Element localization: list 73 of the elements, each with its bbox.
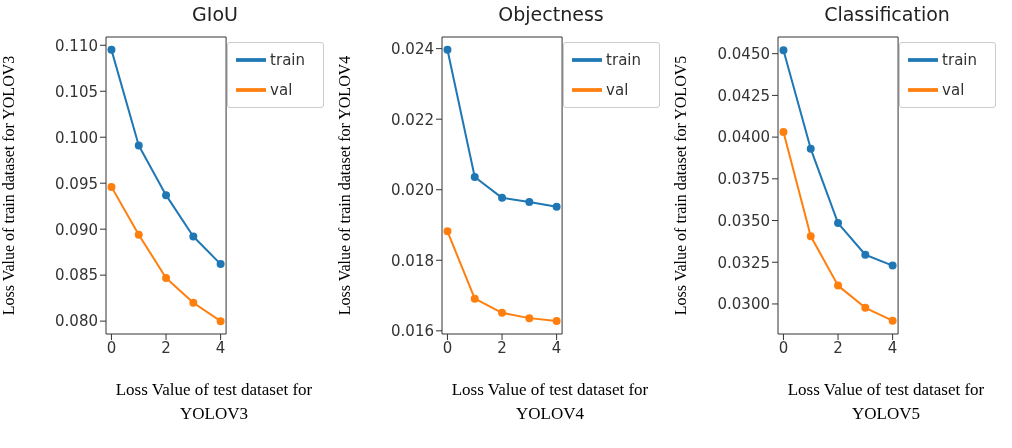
y-tick-label: 0.022 <box>391 110 434 129</box>
point <box>861 303 870 312</box>
point <box>779 46 788 55</box>
point <box>552 202 561 211</box>
point <box>470 173 479 182</box>
point <box>107 182 116 191</box>
x-axis-title: Loss Value of test dataset for YOLOV5 <box>786 379 986 425</box>
x-tick-label: 4 <box>887 338 898 357</box>
point <box>216 317 225 326</box>
y-tick-label: 0.085 <box>55 266 98 285</box>
chart-title: Objectness <box>497 2 605 27</box>
point <box>162 273 171 282</box>
x-tick-label: 2 <box>833 338 843 357</box>
point <box>498 193 507 202</box>
point <box>779 128 788 137</box>
point <box>861 250 870 259</box>
point <box>888 316 897 325</box>
point <box>806 232 815 241</box>
point <box>107 45 116 54</box>
point <box>162 191 171 200</box>
point <box>134 141 143 150</box>
x-tick-label: 4 <box>215 338 226 357</box>
legend-label: val <box>606 80 629 99</box>
legend-label: train <box>942 50 977 69</box>
point <box>525 198 534 207</box>
y-tick-label: 0.0300 <box>717 295 770 314</box>
y-tick-label: 0.016 <box>391 322 434 341</box>
x-tick-label: 2 <box>497 338 507 357</box>
point <box>525 314 534 323</box>
y-tick-label: 0.100 <box>55 128 98 147</box>
legend-label: train <box>270 50 305 69</box>
point <box>134 230 143 239</box>
x-tick-label: 0 <box>778 338 789 357</box>
y-tick-label: 0.0425 <box>717 86 770 105</box>
y-tick-label: 0.0350 <box>717 211 770 230</box>
y-tick-label: 0.095 <box>55 174 98 193</box>
y-tick-label: 0.105 <box>55 82 98 101</box>
y-tick-label: 0.110 <box>55 36 98 55</box>
y-tick-label: 0.090 <box>55 220 98 239</box>
point <box>498 308 507 317</box>
point <box>834 281 843 290</box>
point <box>834 219 843 228</box>
y-tick-label: 0.020 <box>391 181 434 200</box>
x-tick-label: 4 <box>551 338 562 357</box>
point <box>189 232 198 241</box>
y-axis-title: Loss Value of train dataset for YOLOV5 <box>671 55 689 316</box>
y-axis-title: Loss Value of train dataset for YOLOV3 <box>0 55 17 316</box>
x-tick-label: 2 <box>161 338 171 357</box>
point <box>189 298 198 307</box>
point <box>216 260 225 269</box>
y-tick-label: 0.0400 <box>717 128 770 147</box>
point <box>552 316 561 325</box>
x-tick-label: 0 <box>442 338 453 357</box>
legend-label: val <box>942 80 965 99</box>
legend-label: val <box>270 80 293 99</box>
x-axis-title: Loss Value of test dataset for YOLOV3 <box>114 379 314 425</box>
point <box>806 144 815 153</box>
point <box>470 294 479 303</box>
y-tick-label: 0.0450 <box>717 45 770 64</box>
chart-title: GIoU <box>191 2 239 27</box>
chart-title: Classification <box>823 2 951 27</box>
x-axis-title: Loss Value of test dataset for YOLOV4 <box>450 379 650 425</box>
y-tick-label: 0.0325 <box>717 253 770 272</box>
point <box>443 45 452 54</box>
y-tick-label: 0.080 <box>55 312 98 331</box>
legend-label: train <box>606 50 641 69</box>
y-tick-label: 0.018 <box>391 251 434 270</box>
x-tick-label: 0 <box>106 338 117 357</box>
y-tick-label: 0.024 <box>391 39 434 58</box>
y-tick-label: 0.0375 <box>717 170 770 189</box>
point <box>888 261 897 270</box>
point <box>443 227 452 236</box>
y-axis-title: Loss Value of train dataset for YOLOV4 <box>335 55 353 316</box>
